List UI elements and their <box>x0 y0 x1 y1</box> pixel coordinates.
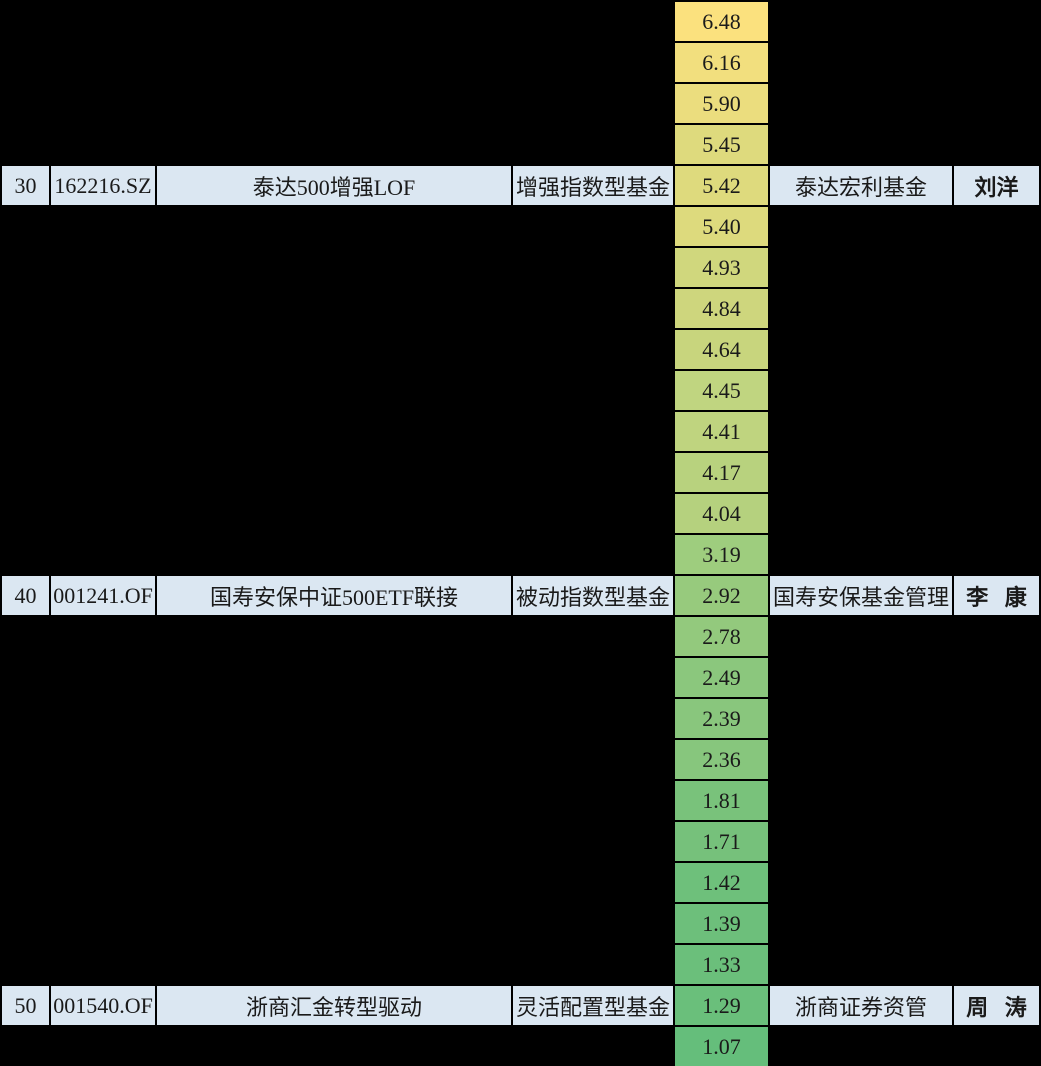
value-cell[interactable]: 1.07 <box>673 1025 770 1066</box>
code-cell[interactable]: 162216.SZ <box>49 164 157 207</box>
value-cell[interactable]: 2.92 <box>673 574 770 617</box>
manager-cell[interactable]: 刘洋 <box>952 164 1041 207</box>
value-cell[interactable]: 2.36 <box>673 738 770 781</box>
rank-cell[interactable]: 50 <box>0 984 51 1027</box>
value-cell[interactable]: 5.45 <box>673 123 770 166</box>
value-cell[interactable]: 4.84 <box>673 287 770 330</box>
value-cell[interactable]: 4.45 <box>673 369 770 412</box>
value-cell[interactable]: 1.42 <box>673 861 770 904</box>
value-cell[interactable]: 6.48 <box>673 0 770 43</box>
fund-name-cell[interactable]: 浙商汇金转型驱动 <box>155 984 513 1027</box>
value-cell[interactable]: 2.39 <box>673 697 770 740</box>
value-cell[interactable]: 5.90 <box>673 82 770 125</box>
value-cell[interactable]: 4.93 <box>673 246 770 289</box>
value-cell[interactable]: 4.64 <box>673 328 770 371</box>
fund-type-cell[interactable]: 增强指数型基金 <box>511 164 675 207</box>
value-cell[interactable]: 1.29 <box>673 984 770 1027</box>
value-cell[interactable]: 5.40 <box>673 205 770 248</box>
value-cell[interactable]: 2.49 <box>673 656 770 699</box>
value-cell[interactable]: 4.41 <box>673 410 770 453</box>
value-cell[interactable]: 5.42 <box>673 164 770 207</box>
value-cell[interactable]: 1.33 <box>673 943 770 986</box>
code-cell[interactable]: 001540.OF <box>49 984 157 1027</box>
value-cell[interactable]: 2.78 <box>673 615 770 658</box>
fund-type-cell[interactable]: 被动指数型基金 <box>511 574 675 617</box>
rank-cell[interactable]: 30 <box>0 164 51 207</box>
fund-type-cell[interactable]: 灵活配置型基金 <box>511 984 675 1027</box>
manager-cell[interactable]: 李 康 <box>952 574 1041 617</box>
value-cell[interactable]: 3.19 <box>673 533 770 576</box>
value-cell[interactable]: 6.16 <box>673 41 770 84</box>
value-cell[interactable]: 4.17 <box>673 451 770 494</box>
value-cell[interactable]: 1.81 <box>673 779 770 822</box>
fund-name-cell[interactable]: 泰达500增强LOF <box>155 164 513 207</box>
manager-cell[interactable]: 周 涛 <box>952 984 1041 1027</box>
fund-name-cell[interactable]: 国寿安保中证500ETF联接 <box>155 574 513 617</box>
value-cell[interactable]: 4.04 <box>673 492 770 535</box>
company-cell[interactable]: 浙商证券资管 <box>768 984 954 1027</box>
rank-cell[interactable]: 40 <box>0 574 51 617</box>
company-cell[interactable]: 泰达宏利基金 <box>768 164 954 207</box>
code-cell[interactable]: 001241.OF <box>49 574 157 617</box>
value-cell[interactable]: 1.71 <box>673 820 770 863</box>
value-cell[interactable]: 1.39 <box>673 902 770 945</box>
company-cell[interactable]: 国寿安保基金管理 <box>768 574 954 617</box>
